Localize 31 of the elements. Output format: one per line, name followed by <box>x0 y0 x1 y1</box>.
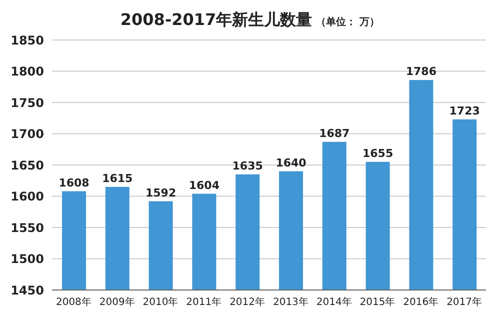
y-tick-label: 1800 <box>10 64 44 79</box>
data-label: 1786 <box>406 65 437 78</box>
data-label: 1635 <box>232 159 263 172</box>
data-label: 1592 <box>145 186 176 200</box>
y-tick-label: 1450 <box>10 283 44 298</box>
x-tick-label: 2012年 <box>230 296 266 308</box>
data-label: 1604 <box>188 178 220 192</box>
chart-title: 2008-2017年新生儿数量 <box>120 10 312 29</box>
y-tick-label: 1700 <box>10 127 44 142</box>
x-tick-label: 2016年 <box>403 296 439 308</box>
x-tick-label: 2009年 <box>99 296 135 308</box>
x-tick-label: 2013年 <box>272 296 308 308</box>
x-tick-label: 2010年 <box>142 296 178 308</box>
data-label: 1640 <box>276 156 307 170</box>
data-label: 1687 <box>319 126 350 140</box>
chart-subtitle: （单位： 万） <box>316 17 380 28</box>
x-tick-label: 2015年 <box>360 296 396 308</box>
y-tick-label: 1750 <box>10 96 44 110</box>
data-label: 1723 <box>449 104 480 118</box>
data-label: 1608 <box>58 176 90 190</box>
y-tick-label: 1650 <box>10 158 44 172</box>
data-label: 1655 <box>362 146 394 160</box>
data-label: 1615 <box>102 172 133 185</box>
y-tick-label: 1600 <box>10 190 44 204</box>
x-tick-label: 2008年 <box>56 296 92 308</box>
x-tick-label: 2017年 <box>446 296 482 308</box>
x-tick-label: 2014年 <box>316 296 352 308</box>
y-tick-label: 1850 <box>10 33 44 48</box>
y-tick-label: 1500 <box>10 252 44 266</box>
y-tick-label: 1550 <box>10 220 44 235</box>
x-tick-label: 2011年 <box>186 296 222 308</box>
